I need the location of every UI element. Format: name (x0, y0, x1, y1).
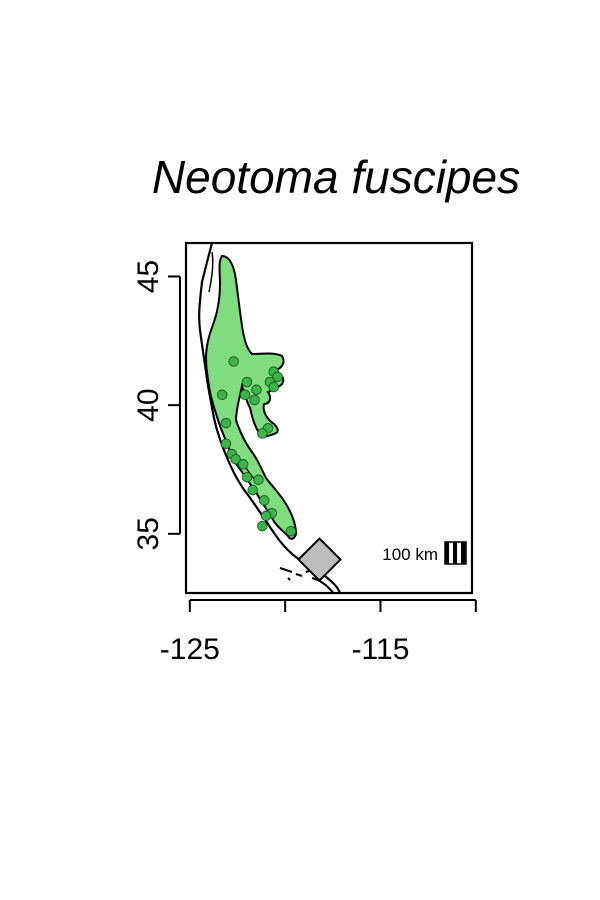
x-tick-label: -115 (352, 633, 410, 666)
y-tick-label: 40 (132, 388, 165, 421)
occurrence-point (230, 453, 241, 465)
occurrence-point (251, 384, 262, 395)
occurrence-point (228, 356, 239, 367)
x-tick-label: -125 (160, 633, 220, 666)
scale-bar-segment (445, 542, 449, 564)
occurrence-point (268, 381, 279, 393)
occurrence-point (257, 520, 268, 532)
occurrence-point (249, 394, 260, 406)
island-dot (287, 577, 291, 581)
occurrence-point (285, 525, 297, 537)
scale-bar-segment (461, 542, 466, 564)
y-axis: 35 40 45 (132, 260, 181, 550)
occurrence-point (216, 389, 228, 401)
y-tick-label: 35 (132, 517, 165, 550)
scale-bar: 100 km (382, 541, 467, 565)
occurrence-point (257, 428, 268, 439)
occurrence-point (241, 471, 253, 483)
scale-bar-label: 100 km (382, 545, 438, 564)
occurrence-point (241, 376, 253, 388)
location-marker-layer (297, 537, 342, 582)
y-tick-label: 45 (132, 260, 165, 293)
map-frame (184, 241, 474, 595)
occurrence-point (237, 459, 249, 470)
coastline-inner-edge (208, 251, 214, 293)
occurrence-point (220, 417, 232, 429)
occurrence-point (272, 371, 283, 383)
occurrence-point (247, 484, 258, 496)
x-axis: -125 -115 (160, 599, 477, 666)
occurrence-point (220, 438, 232, 449)
location-marker (297, 537, 342, 582)
occurrence-point (258, 495, 270, 506)
occurrence-point (239, 389, 251, 401)
occurrence-point (260, 510, 272, 522)
occurrence-point (253, 474, 264, 486)
scale-bar-segment (453, 542, 457, 564)
map-title: Neotoma fuscipes (151, 151, 521, 203)
occurrence-points (216, 356, 297, 537)
